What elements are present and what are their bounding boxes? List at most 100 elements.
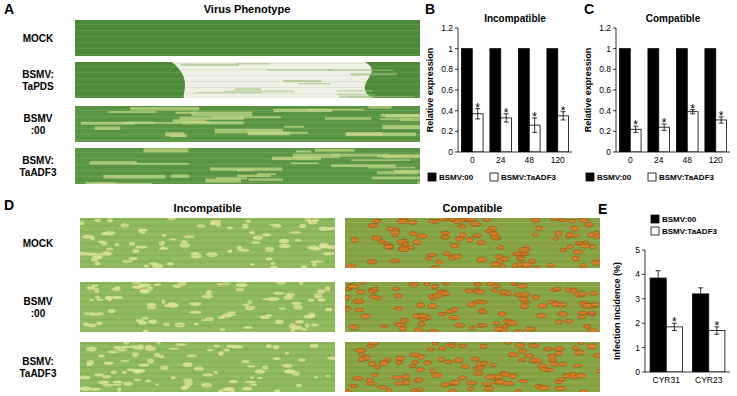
pustule [436, 260, 442, 265]
leaf-base [80, 342, 335, 392]
significance-mark: * [475, 101, 480, 115]
row-label: :00 [31, 125, 46, 136]
y-tick-label: 0.4 [441, 106, 453, 116]
vein [80, 346, 335, 347]
vein [345, 304, 600, 305]
pustule [371, 287, 378, 291]
fleck [147, 287, 153, 291]
leaf-image [75, 106, 420, 142]
fleck [189, 302, 201, 306]
vein [75, 167, 420, 168]
vein [75, 66, 420, 67]
vein [345, 237, 600, 238]
vein [75, 54, 420, 55]
y-tick [455, 28, 458, 29]
column-header: Compatible [443, 202, 503, 214]
vein [80, 261, 335, 262]
vein [80, 304, 335, 305]
fleck [132, 352, 139, 357]
pustule [500, 329, 508, 332]
vein [345, 349, 600, 350]
x-tick-label: 120 [709, 155, 723, 165]
pustule [355, 348, 366, 352]
pustule [515, 389, 521, 392]
vein [80, 249, 335, 250]
y-tick-label: 0.6 [599, 85, 611, 95]
vein [80, 252, 335, 253]
row-label: TaADF3 [19, 368, 56, 379]
fleck [218, 390, 223, 392]
legend-swatch [586, 173, 594, 181]
vein [80, 243, 335, 244]
streak [195, 92, 262, 93]
vein [345, 370, 600, 371]
vein [75, 116, 420, 117]
x-tick-label: CYR23 [695, 375, 723, 385]
fleck [295, 320, 304, 323]
mosaic-streak [351, 159, 410, 161]
vein [80, 295, 335, 296]
chart-title: Compatible [646, 13, 701, 24]
pustule [474, 282, 481, 287]
pustule [596, 370, 600, 373]
fleck [143, 264, 149, 267]
x-tick-label: 48 [525, 155, 535, 165]
vein [75, 128, 420, 129]
error-bar [656, 271, 661, 286]
vein [75, 36, 420, 37]
bar [666, 327, 682, 372]
fleck [275, 319, 283, 324]
y-tick-label: 0.2 [441, 126, 453, 136]
pustule [588, 311, 596, 315]
vein [75, 75, 420, 76]
vein [345, 283, 600, 284]
fleck [105, 296, 112, 300]
fleck [299, 224, 307, 228]
y-tick-label: 0 [606, 147, 611, 157]
pustule [531, 218, 540, 223]
mosaic-streak [108, 111, 156, 113]
vein [80, 361, 335, 362]
pustule [588, 291, 597, 295]
row-label: TaADF3 [19, 167, 56, 178]
bar [687, 112, 698, 152]
pustule [573, 250, 583, 254]
vein [75, 63, 420, 64]
mosaic-streak [284, 126, 304, 128]
fleck [223, 387, 232, 391]
vein [80, 298, 335, 299]
y-axis [645, 250, 646, 372]
pustule [441, 383, 449, 388]
vein [75, 27, 420, 28]
vein [75, 152, 420, 153]
vein [345, 289, 600, 290]
vein [80, 219, 335, 220]
pustule [532, 295, 539, 299]
vein [75, 45, 420, 46]
pustule [438, 312, 447, 316]
row-label: BSMV: [22, 69, 54, 80]
bar [693, 294, 709, 372]
leaf-image [80, 218, 335, 268]
vein [80, 286, 335, 287]
fleck [117, 387, 121, 392]
vein [80, 385, 335, 386]
y-tick-label: 0 [635, 367, 640, 377]
vein [345, 343, 600, 344]
x-tick-label: 0 [628, 155, 633, 165]
vein [75, 173, 420, 174]
y-tick-label: 5 [635, 245, 640, 255]
vein [345, 222, 600, 223]
bar [501, 118, 512, 152]
vein [345, 316, 600, 317]
pustule [474, 290, 484, 294]
pustule [539, 385, 550, 390]
fleck [194, 366, 204, 370]
legend: BSMV:00BSMV:TaADF3 [651, 215, 718, 236]
fleck [250, 377, 254, 379]
pustule [514, 330, 524, 332]
pustule [500, 290, 507, 294]
fleck [325, 287, 330, 292]
y-tick [613, 48, 616, 49]
fleck [201, 383, 212, 388]
